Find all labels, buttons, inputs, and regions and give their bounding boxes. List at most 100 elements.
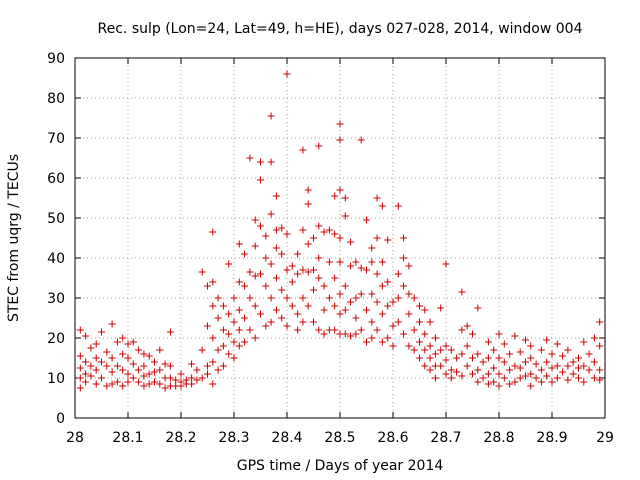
data-point: [103, 348, 111, 356]
data-point: [315, 222, 323, 230]
data-point: [400, 234, 408, 242]
data-point: [140, 382, 148, 390]
data-point: [124, 370, 132, 378]
data-point: [310, 286, 317, 294]
x-tick-label: 28.4: [271, 430, 302, 446]
data-point: [484, 380, 492, 388]
data-point: [267, 158, 275, 166]
data-point: [548, 364, 556, 372]
data-point: [484, 354, 492, 362]
data-point: [272, 274, 280, 282]
data-point: [357, 264, 365, 272]
data-point: [347, 238, 355, 246]
data-point: [129, 360, 137, 368]
data-point: [294, 250, 302, 258]
data-point: [113, 362, 121, 370]
data-point: [363, 266, 370, 274]
data-point: [416, 354, 423, 362]
data-point: [315, 254, 323, 262]
data-point: [325, 226, 333, 234]
data-point: [368, 244, 376, 252]
data-point: [267, 318, 275, 326]
data-point: [548, 350, 556, 358]
data-point: [166, 328, 174, 336]
data-point: [262, 254, 270, 262]
data-point: [426, 318, 434, 326]
data-point: [590, 358, 598, 366]
data-point: [516, 374, 524, 382]
data-point: [225, 330, 233, 338]
data-point: [230, 294, 238, 302]
data-point: [251, 334, 259, 342]
data-point: [368, 318, 376, 326]
data-point: [257, 310, 264, 318]
data-point: [442, 356, 450, 364]
data-point: [87, 372, 95, 380]
data-point: [241, 250, 249, 258]
data-point: [204, 282, 211, 290]
data-point: [299, 146, 307, 154]
data-point: [278, 250, 286, 258]
data-point: [410, 346, 418, 354]
data-point: [92, 380, 100, 388]
data-point: [198, 374, 206, 382]
data-point: [98, 358, 105, 366]
data-point: [378, 338, 386, 346]
data-point: [437, 362, 445, 370]
x-tick-label: 28.8: [483, 430, 514, 446]
data-point: [495, 382, 503, 390]
data-point: [463, 342, 471, 350]
data-point: [394, 318, 402, 326]
data-point: [580, 338, 588, 346]
data-point: [506, 350, 514, 358]
data-point: [299, 226, 307, 234]
data-point: [219, 326, 227, 334]
data-point: [219, 302, 227, 310]
data-point: [310, 234, 317, 242]
data-point: [193, 376, 201, 384]
data-point: [437, 304, 445, 312]
data-point: [267, 260, 275, 268]
x-axis-label: GPS time / Days of year 2014: [237, 458, 444, 474]
data-point: [315, 326, 323, 334]
data-point: [437, 346, 445, 354]
data-point: [82, 378, 90, 386]
data-point: [283, 70, 291, 78]
data-point: [166, 374, 174, 382]
data-point: [347, 298, 355, 306]
data-point: [129, 338, 137, 346]
data-point: [283, 266, 291, 274]
data-point: [569, 358, 577, 366]
data-point: [590, 334, 598, 342]
x-tick-label: 28.7: [430, 430, 461, 446]
data-point: [352, 294, 360, 302]
data-point: [257, 158, 264, 166]
data-point: [400, 330, 408, 338]
data-point: [442, 370, 450, 378]
data-point: [235, 342, 243, 350]
data-point: [479, 374, 487, 382]
data-point: [76, 384, 84, 392]
data-point: [373, 234, 381, 242]
data-point: [257, 222, 264, 230]
data-point: [416, 318, 423, 326]
data-point: [230, 338, 238, 346]
data-point: [469, 354, 476, 362]
data-point: [288, 302, 296, 310]
data-point: [304, 268, 312, 276]
data-point: [516, 348, 524, 356]
data-point: [135, 366, 143, 374]
data-point: [336, 290, 344, 298]
data-point: [331, 230, 339, 238]
data-point: [246, 268, 254, 276]
data-point: [580, 362, 588, 370]
data-point: [103, 382, 111, 390]
data-point: [416, 302, 423, 310]
data-point: [209, 228, 217, 236]
data-point: [431, 334, 439, 342]
data-point: [378, 258, 386, 266]
data-point: [225, 350, 233, 358]
data-point: [294, 326, 302, 334]
x-tick-label: 28.3: [218, 430, 249, 446]
